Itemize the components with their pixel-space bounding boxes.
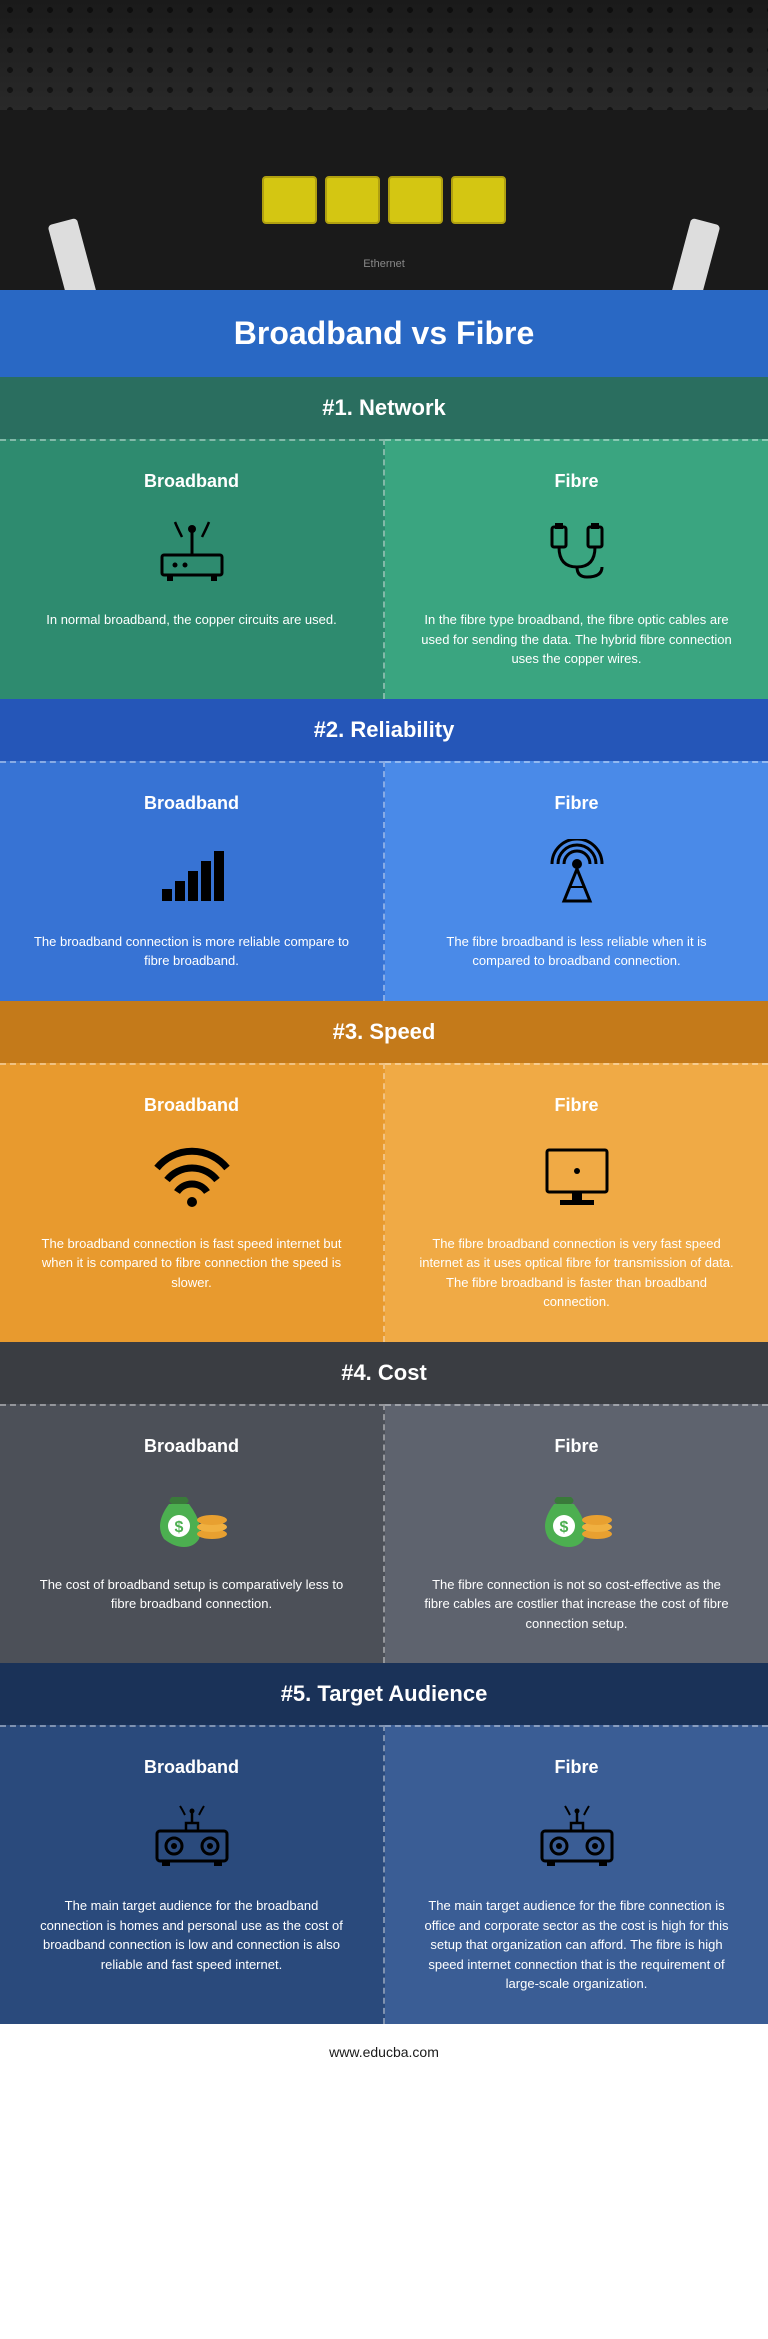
section-header: #3. Speed <box>0 1001 768 1063</box>
column-broadband: Broadband In normal broadband, the coppe… <box>0 439 385 699</box>
section-5: #5. Target Audience Broadband The main t… <box>0 1663 768 2024</box>
section-icon: $ <box>410 1477 743 1557</box>
column-title: Broadband <box>25 471 358 492</box>
column-title: Broadband <box>25 1095 358 1116</box>
column-title: Fibre <box>410 1095 743 1116</box>
column-fibre: Fibre The main target audience for the f… <box>385 1725 768 2024</box>
column-broadband: Broadband The main target audience for t… <box>0 1725 385 2024</box>
section-icon <box>410 1136 743 1216</box>
section-3: #3. Speed Broadband The broadband connec… <box>0 1001 768 1342</box>
section-icon <box>25 834 358 914</box>
column-fibre: Fibre The fibre broadband connection is … <box>385 1063 768 1342</box>
column-fibre: Fibre $ The fibre connection is not so c… <box>385 1404 768 1664</box>
section-2: #2. Reliability Broadband The broadband … <box>0 699 768 1001</box>
column-text: The main target audience for the fibre c… <box>410 1896 743 1994</box>
column-title: Fibre <box>410 1757 743 1778</box>
section-icon <box>25 512 358 592</box>
column-title: Broadband <box>25 1757 358 1778</box>
column-broadband: Broadband The broadband connection is mo… <box>0 761 385 1001</box>
svg-text:$: $ <box>559 1519 568 1536</box>
column-text: The broadband connection is more reliabl… <box>25 932 358 971</box>
svg-text:$: $ <box>174 1519 183 1536</box>
section-header: #2. Reliability <box>0 699 768 761</box>
hero-image: Ethernet <box>0 0 768 290</box>
footer-url: www.educba.com <box>0 2024 768 2080</box>
section-header: #1. Network <box>0 377 768 439</box>
column-text: The broadband connection is fast speed i… <box>25 1234 358 1293</box>
section-header: #5. Target Audience <box>0 1663 768 1725</box>
column-broadband: Broadband The broadband connection is fa… <box>0 1063 385 1342</box>
column-title: Fibre <box>410 471 743 492</box>
section-header: #4. Cost <box>0 1342 768 1404</box>
column-text: The fibre broadband is less reliable whe… <box>410 932 743 971</box>
column-text: In normal broadband, the copper circuits… <box>25 610 358 630</box>
column-fibre: Fibre In the fibre type broadband, the f… <box>385 439 768 699</box>
section-1: #1. Network Broadband In normal broadban… <box>0 377 768 699</box>
section-4: #4. Cost Broadband $ The cost of broadba… <box>0 1342 768 1664</box>
column-fibre: Fibre The fibre broadband is less reliab… <box>385 761 768 1001</box>
section-icon <box>410 1798 743 1878</box>
column-text: The cost of broadband setup is comparati… <box>25 1575 358 1614</box>
column-broadband: Broadband $ The cost of broadband setup … <box>0 1404 385 1664</box>
column-text: The main target audience for the broadba… <box>25 1896 358 1974</box>
column-title: Fibre <box>410 1436 743 1457</box>
page-title: Broadband vs Fibre <box>0 290 768 377</box>
column-title: Broadband <box>25 793 358 814</box>
column-text: In the fibre type broadband, the fibre o… <box>410 610 743 669</box>
column-text: The fibre broadband connection is very f… <box>410 1234 743 1312</box>
section-icon <box>25 1136 358 1216</box>
section-icon <box>410 512 743 592</box>
column-text: The fibre connection is not so cost-effe… <box>410 1575 743 1634</box>
section-icon <box>25 1798 358 1878</box>
section-icon <box>410 834 743 914</box>
column-title: Fibre <box>410 793 743 814</box>
section-icon: $ <box>25 1477 358 1557</box>
column-title: Broadband <box>25 1436 358 1457</box>
